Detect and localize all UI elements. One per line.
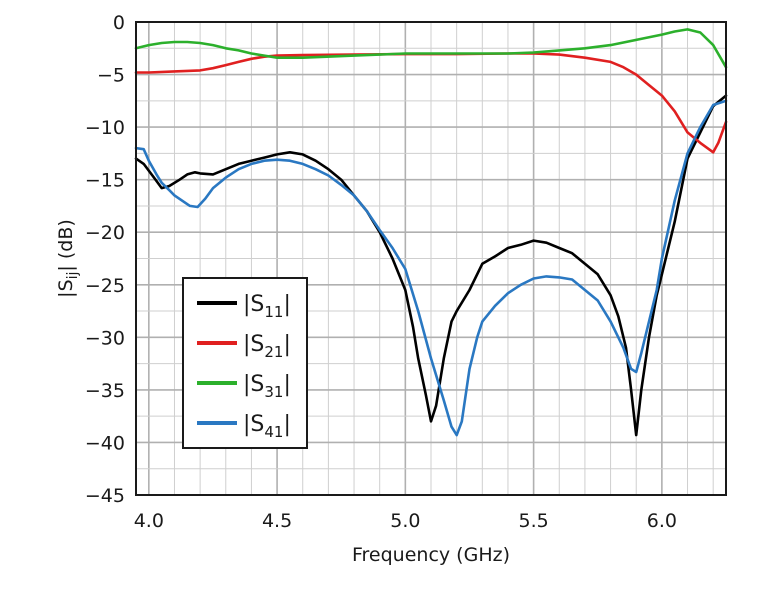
legend-label-subscript: 41 — [264, 423, 283, 441]
y-axis-label: |Sij| (dB) — [55, 219, 81, 298]
legend-label-prefix: |S — [243, 292, 264, 317]
legend-label-subscript: 31 — [264, 383, 283, 401]
x-axis-label: Frequency (GHz) — [352, 544, 510, 566]
legend-entry-label: |S21| — [243, 332, 291, 361]
legend-label-suffix: | — [283, 332, 290, 357]
x-tick-label: 6.0 — [647, 510, 677, 532]
legend-label-prefix: |S — [243, 332, 264, 357]
x-tick-label: 4.5 — [262, 510, 292, 532]
y-tick-labels: 0 −5 −10 −15 −20 −25 −30 −35 −40 −45 — [85, 12, 125, 507]
y-tick-label: 0 — [113, 12, 125, 34]
y-tick-label: −10 — [85, 117, 125, 139]
legend-box — [182, 277, 308, 449]
legend-label-suffix: | — [283, 412, 290, 437]
legend-entry-label: |S11| — [243, 292, 291, 321]
y-tick-label: −40 — [85, 432, 125, 454]
legend-label-prefix: |S — [243, 372, 264, 397]
series-line-s11 — [134, 94, 728, 437]
y-axis-label-prefix: |S — [55, 279, 77, 297]
y-tick-label: −25 — [85, 275, 125, 297]
x-tick-label: 5.0 — [390, 510, 420, 532]
series-lines — [134, 28, 728, 437]
legend-label-suffix: | — [283, 292, 290, 317]
y-axis-label-subscript: ij — [65, 272, 81, 280]
series-line-s31 — [134, 28, 728, 69]
y-tick-label: −15 — [85, 170, 125, 192]
legend: |S11||S21||S31||S41| — [182, 277, 308, 449]
legend-label-prefix: |S — [243, 412, 264, 437]
y-tick-label: −45 — [85, 485, 125, 507]
legend-label-subscript: 11 — [264, 303, 283, 321]
y-tick-label: −30 — [85, 327, 125, 349]
x-tick-label: 4.0 — [134, 510, 164, 532]
y-tick-label: −20 — [85, 222, 125, 244]
plot-frame — [135, 21, 727, 496]
legend-label-subscript: 21 — [264, 343, 283, 361]
legend-entry-label: |S31| — [243, 372, 291, 401]
legend-entry-label: |S41| — [243, 412, 291, 441]
y-tick-label: −5 — [97, 65, 125, 87]
y-tick-label: −35 — [85, 380, 125, 402]
legend-label-suffix: | — [283, 372, 290, 397]
series-line-s41 — [134, 99, 728, 437]
x-tick-label: 5.5 — [518, 510, 548, 532]
y-axis-label-suffix: | (dB) — [55, 219, 77, 271]
x-tick-labels: 4.0 4.5 5.0 5.5 6.0 — [134, 510, 677, 532]
